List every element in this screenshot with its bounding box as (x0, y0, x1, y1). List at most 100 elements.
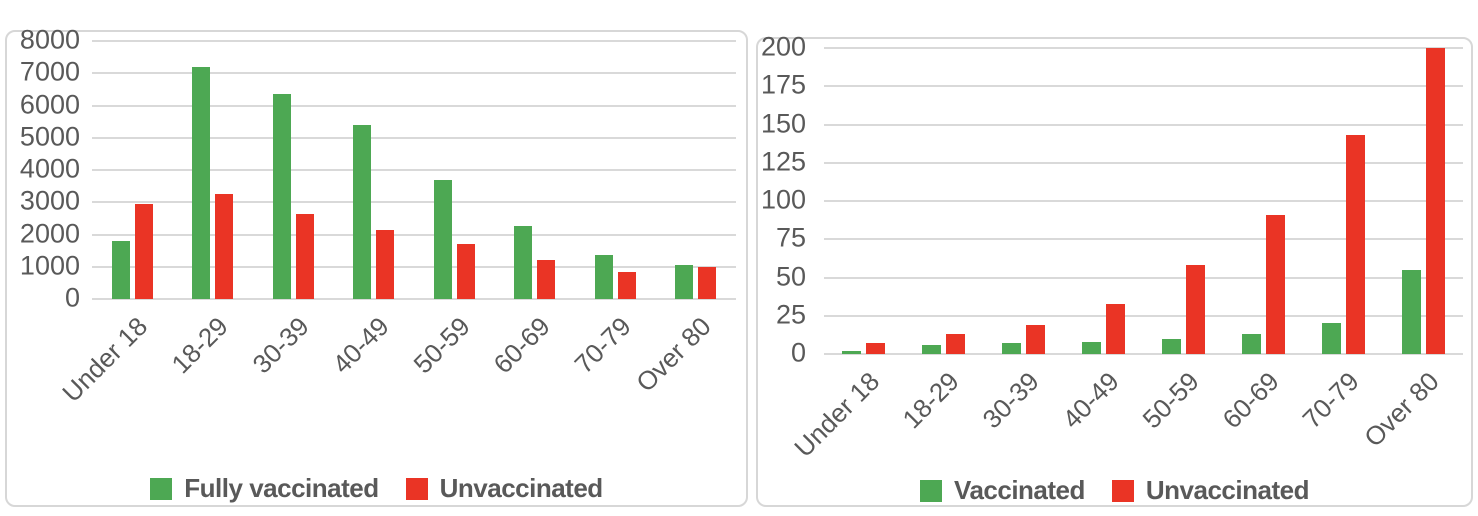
bar-fully-vaccinated-70-79 (594, 255, 613, 299)
bars-layer (824, 48, 1463, 354)
plot-area-left-chart (92, 40, 737, 300)
y-axis-tick-label: 50 (775, 260, 806, 291)
bar-group-18-29 (173, 41, 254, 299)
gridline (824, 353, 1463, 355)
plot-area-right-chart (824, 47, 1463, 355)
legend-swatch-fully-vaccinated (150, 477, 173, 500)
bar-vaccinated-50-59 (1161, 338, 1181, 354)
legend-swatch-unvaccinated (1111, 479, 1134, 502)
x-axis-category-label: Under 18 (56, 311, 154, 408)
bar-group-70-79 (1303, 48, 1383, 354)
bar-group-30-39 (984, 48, 1064, 354)
x-axis-category-label: Over 80 (630, 311, 717, 398)
bar-group-50-59 (1144, 48, 1224, 354)
x-axis-category-label: 50-59 (1136, 366, 1205, 435)
gridline (824, 85, 1463, 88)
y-axis-tick-label: 6000 (19, 88, 80, 119)
bar-group-over-80 (656, 41, 737, 299)
bar-group-50-59 (414, 41, 495, 299)
bar-chart-left-vaccinated-counts: 0 1000 2000 3000 4000 5000 6000 7000 8000 Under … (5, 24, 748, 507)
x-axis-category-label: 30-39 (246, 311, 315, 380)
bar-group-60-69 (495, 41, 576, 299)
gridline (92, 169, 736, 171)
gridline (92, 265, 736, 268)
bar-group-40-49 (1064, 48, 1144, 354)
legend-label-fully-vaccinated: Fully vaccinated (184, 473, 379, 503)
gridline (92, 201, 736, 204)
bar-unvaccinated-60-69 (537, 260, 556, 299)
gridline (92, 40, 736, 42)
bar-unvaccinated-60-69 (1265, 214, 1285, 354)
y-axis-tick-label: 2000 (19, 217, 80, 248)
bar-vaccinated-over-80 (1401, 269, 1421, 354)
y-axis-tick-label: 200 (760, 31, 806, 62)
bar-fully-vaccinated-over-80 (675, 265, 694, 299)
bar-group-over-80 (1383, 48, 1463, 354)
bar-unvaccinated-18-29 (946, 334, 966, 354)
gridline (92, 136, 736, 139)
gridline (824, 276, 1463, 279)
legend-label-vaccinated: Vaccinated (954, 475, 1085, 505)
bar-group-40-49 (334, 41, 415, 299)
bar-unvaccinated-30-39 (1026, 324, 1046, 354)
bar-unvaccinated-50-59 (1185, 265, 1205, 354)
y-axis-right-chart: 0 25 50 75 100 125 150 175 200 (758, 31, 810, 367)
legend-item-fully-vaccinated: Fully vaccinated (150, 473, 379, 504)
bar-group-60-69 (1223, 48, 1303, 354)
y-axis-left-chart: 0 1000 2000 3000 4000 5000 6000 7000 8000 (7, 24, 84, 312)
bar-unvaccinated-40-49 (1106, 303, 1126, 354)
y-axis-tick-label: 1000 (19, 250, 80, 281)
y-axis-tick-label: 4000 (19, 153, 80, 184)
bar-vaccinated-under-18 (842, 350, 862, 354)
legend-item-vaccinated: Vaccinated (920, 475, 1085, 506)
legend-right-chart: Vaccinated Unvaccinated (758, 475, 1471, 506)
bar-unvaccinated-70-79 (1345, 135, 1365, 354)
x-axis-category-label: Over 80 (1357, 366, 1445, 453)
x-axis-category-label: 60-69 (1216, 366, 1285, 435)
x-axis-category-label: 30-39 (976, 366, 1045, 435)
bar-fully-vaccinated-40-49 (353, 124, 372, 299)
x-axis-category-label: 18-29 (896, 366, 966, 435)
legend-left-chart: Fully vaccinated Unvaccinated (7, 473, 746, 504)
bar-unvaccinated-50-59 (456, 244, 475, 299)
bar-group-18-29 (904, 48, 984, 354)
bar-fully-vaccinated-30-39 (272, 94, 291, 299)
x-axis-category-label: 70-79 (1296, 366, 1365, 435)
bar-fully-vaccinated-under-18 (111, 240, 130, 299)
y-axis-tick-label: 150 (760, 107, 806, 138)
gridline (824, 123, 1463, 126)
bar-chart-right-vaccinated-rates: 0 25 50 75 100 125 150 175 200 Under 18 18-29 30-3… (756, 31, 1473, 507)
y-axis-tick-label: 7000 (19, 56, 80, 87)
bar-vaccinated-30-39 (1002, 343, 1022, 354)
gridline (824, 161, 1463, 164)
bar-unvaccinated-18-29 (215, 194, 234, 299)
y-axis-tick-label: 175 (760, 69, 806, 100)
bar-group-under-18 (824, 48, 904, 354)
x-axis-category-label: 50-59 (407, 311, 476, 380)
gridline (824, 238, 1463, 241)
bar-fully-vaccinated-60-69 (514, 226, 533, 299)
y-axis-tick-label: 75 (775, 222, 806, 253)
legend-swatch-unvaccinated (405, 477, 428, 500)
x-axis-category-label: Under 18 (788, 366, 886, 463)
bar-unvaccinated-under-18 (134, 203, 153, 299)
x-axis-category-label: 40-49 (1056, 366, 1125, 435)
bar-unvaccinated-under-18 (866, 343, 886, 354)
gridline (824, 314, 1463, 317)
y-axis-tick-label: 0 (790, 337, 806, 368)
bar-group-70-79 (575, 41, 656, 299)
bar-unvaccinated-70-79 (617, 271, 636, 299)
x-axis-category-label: 18-29 (165, 311, 234, 380)
legend-swatch-vaccinated (920, 479, 943, 502)
bar-fully-vaccinated-18-29 (192, 66, 211, 299)
bar-vaccinated-18-29 (922, 344, 942, 354)
bar-vaccinated-70-79 (1321, 323, 1341, 354)
bar-group-30-39 (253, 41, 334, 299)
y-axis-tick-label: 125 (760, 146, 806, 177)
bar-unvaccinated-30-39 (295, 213, 314, 299)
bar-unvaccinated-40-49 (376, 229, 395, 299)
legend-label-unvaccinated: Unvaccinated (439, 473, 604, 503)
bar-vaccinated-40-49 (1082, 341, 1102, 354)
gridline (92, 233, 736, 236)
